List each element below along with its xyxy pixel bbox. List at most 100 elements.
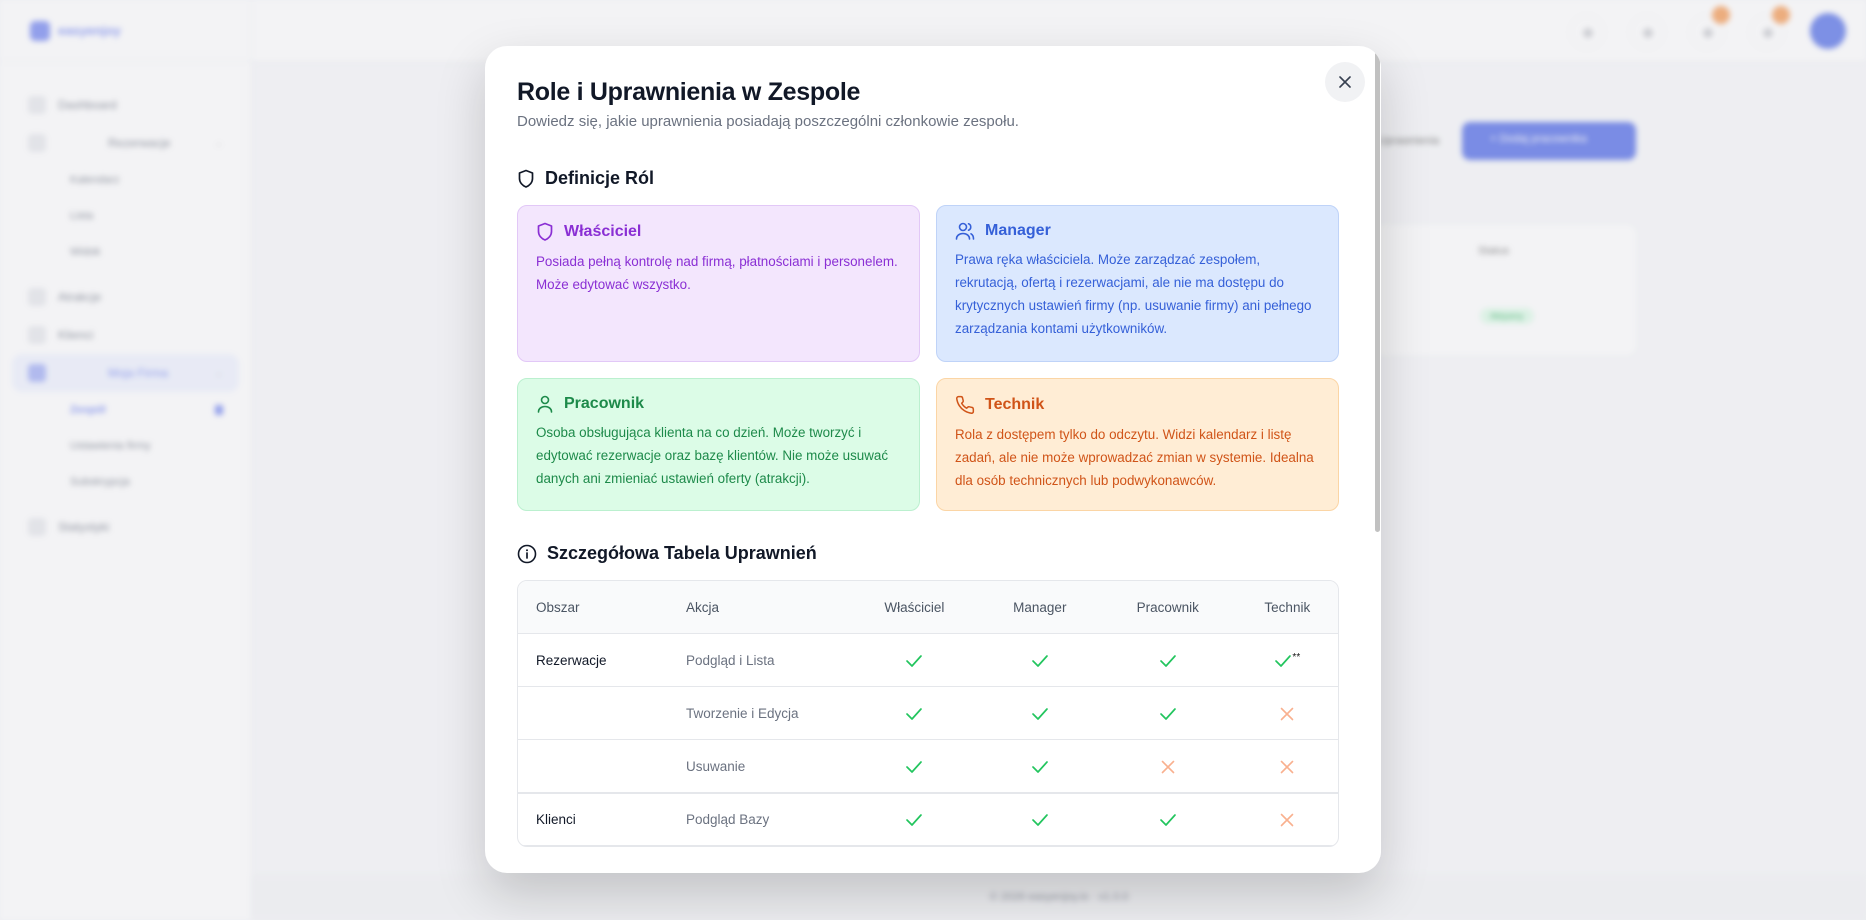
sidebar-subitem-ustawienia[interactable]: Ustawienia firmy (70, 440, 151, 452)
users-icon (28, 326, 46, 344)
column-header-akcja: Akcja (668, 581, 848, 634)
sidebar-subitem-kalendarz[interactable]: Kalendarz (70, 174, 120, 186)
check-icon (1275, 654, 1292, 667)
gear-icon (1643, 28, 1653, 38)
column-header-obszar: Obszar (518, 581, 668, 634)
section-title: Szczegółowa Tabela Uprawnień (547, 543, 817, 563)
permissions-link[interactable]: Uprawnienia (1378, 135, 1440, 147)
phone-icon (956, 395, 975, 414)
scrollbar-thumb[interactable] (1375, 52, 1380, 532)
chevron-down-icon: ⌄ (214, 137, 223, 149)
building-icon (28, 364, 46, 382)
roles-grid: Właściciel Posiada pełną kontrolę nad fi… (517, 205, 1339, 511)
check-icon (1031, 760, 1048, 773)
sidebar-item-moja-firma[interactable]: Moja Firma ⌄ (12, 354, 239, 392)
column-header-pracownik: Pracownik (1098, 581, 1237, 634)
check-icon (1031, 707, 1048, 720)
brand-name: easyenjoy (58, 23, 121, 38)
cross-icon (1281, 813, 1294, 827)
section-title: Definicje Ról (545, 168, 655, 188)
avatar[interactable] (1810, 13, 1846, 49)
cell-action: Usuwanie (668, 740, 848, 793)
roles-modal: Role i Uprawnienia w Zespole Dowiedz się… (485, 46, 1381, 873)
cell-permission (848, 793, 981, 846)
status-header: Status (1478, 245, 1510, 257)
calendar-icon (28, 134, 46, 152)
close-button[interactable] (1325, 62, 1365, 102)
column-header-technik: Technik (1236, 581, 1338, 634)
sidebar-nav: Dashboard Rezerwacje ⌄ Kalendarz Lista Wi… (0, 62, 251, 570)
active-indicator (215, 405, 223, 415)
table-header-row: Obszar Akcja Właściciel Manager Pracowni… (518, 581, 1338, 634)
table-row: Rezerwacje Podgląd i Lista ** (518, 634, 1338, 687)
notification-badge (1772, 6, 1790, 24)
add-employee-button[interactable] (1462, 122, 1636, 160)
bell-icon (1763, 28, 1773, 38)
check-icon (906, 707, 923, 720)
logo[interactable]: easyenjoy (0, 0, 251, 62)
check-icon (1159, 654, 1176, 667)
table-row: Usuwanie (518, 740, 1338, 793)
sidebar: easyenjoy Dashboard Rezerwacje ⌄ Kalendar… (0, 0, 252, 920)
chart-icon (28, 518, 46, 536)
sidebar-subitem-zespol[interactable]: Zespół (12, 392, 239, 428)
sidebar-item-rezerwacje[interactable]: Rezerwacje ⌄ (12, 124, 239, 162)
cell-permission (1236, 793, 1338, 846)
sidebar-item-label: Atrakcje (58, 290, 102, 304)
table-section-heading: Szczegółowa Tabela Uprawnień (517, 543, 1339, 564)
cross-icon (1281, 707, 1294, 721)
cell-action: Tworzenie i Edycja (668, 687, 848, 740)
roles-section-heading: Definicje Ról (517, 168, 1339, 189)
logo-icon (30, 20, 50, 41)
role-description: Posiada pełną kontrolę nad firmą, płatno… (536, 254, 898, 292)
settings-button[interactable] (1630, 15, 1664, 49)
role-name: Technik (985, 396, 1045, 413)
cell-permission (1236, 740, 1338, 793)
role-description: Rola z dostępem tylko do odczytu. Widzi … (955, 427, 1314, 488)
sidebar-subitem-subskrypcja[interactable]: Subskrypcja (70, 476, 130, 488)
user-icon (537, 395, 553, 413)
role-description: Prawa ręka właściciela. Może zarządzać z… (955, 252, 1312, 336)
role-card-technik: Technik Rola z dostępem tylko do odczytu… (936, 378, 1339, 511)
footer: © 2026 easyenjoy.io · v1.0.0 (252, 875, 1866, 920)
scrollbar[interactable] (1373, 46, 1381, 873)
sidebar-subitem-widok[interactable]: Widok (70, 246, 101, 258)
sidebar-item-atrakcje[interactable]: Atrakcje (12, 278, 239, 316)
cell-permission (980, 740, 1099, 793)
role-name: Właściciel (564, 223, 642, 240)
status-badge: Aktywny (1480, 308, 1534, 324)
close-icon (1339, 76, 1351, 88)
compass-icon (28, 288, 46, 306)
cell-permission (980, 634, 1099, 687)
cell-permission: ** (1236, 634, 1338, 687)
modal-subtitle: Dowiedz się, jakie uprawnienia posiadają… (517, 113, 1019, 130)
sidebar-item-klienci[interactable]: Klienci (12, 316, 239, 354)
notifications-button[interactable] (1750, 15, 1784, 49)
cell-area (518, 740, 668, 793)
table-row: Klienci Podgląd Bazy (518, 793, 1338, 846)
search-button[interactable] (1570, 15, 1604, 49)
modal-title: Role i Uprawnienia w Zespole (517, 78, 861, 106)
check-icon (906, 814, 923, 827)
cell-permission (1236, 687, 1338, 740)
calendar-button[interactable] (1690, 15, 1724, 49)
cell-permission (1098, 793, 1237, 846)
sidebar-item-label: Rezerwacje (108, 136, 171, 150)
sidebar-subitem-label: Zespół (70, 404, 106, 416)
sidebar-item-statystyki[interactable]: Statystyki (12, 508, 239, 546)
cell-action: Podgląd i Lista (668, 634, 848, 687)
dashboard-icon (28, 96, 46, 114)
add-employee-label: + Dodaj pracownika (1490, 133, 1587, 145)
cell-permission (848, 687, 981, 740)
sidebar-subitem-lista[interactable]: Lista (70, 210, 94, 222)
cell-area: Klienci (518, 793, 668, 846)
info-icon (517, 544, 537, 563)
check-icon (1031, 654, 1048, 667)
cell-area (518, 687, 668, 740)
check-icon (906, 654, 923, 667)
cell-permission (848, 634, 981, 687)
permissions-table: Obszar Akcja Właściciel Manager Pracowni… (517, 580, 1339, 847)
sidebar-item-dashboard[interactable]: Dashboard (12, 86, 239, 124)
column-header-wlasciciel: Właściciel (848, 581, 981, 634)
